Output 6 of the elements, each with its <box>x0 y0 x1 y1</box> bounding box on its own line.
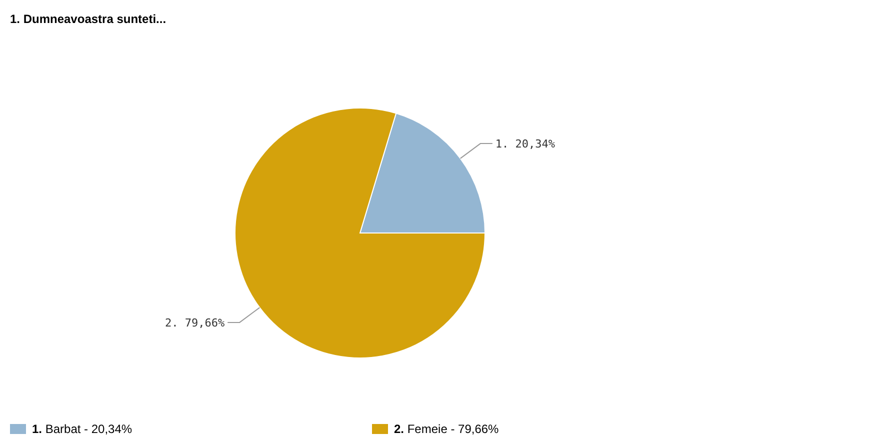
pie-slice <box>234 108 486 358</box>
data-label: 1. 20,34% <box>495 138 556 151</box>
legend-label: 1. Barbat - 20,34% <box>32 422 132 436</box>
data-label: 2. 79,66% <box>164 316 225 330</box>
legend-label: 2. Femeie - 79,66% <box>394 422 499 436</box>
chart-title: 1. Dumneavoastra sunteti... <box>10 12 166 26</box>
